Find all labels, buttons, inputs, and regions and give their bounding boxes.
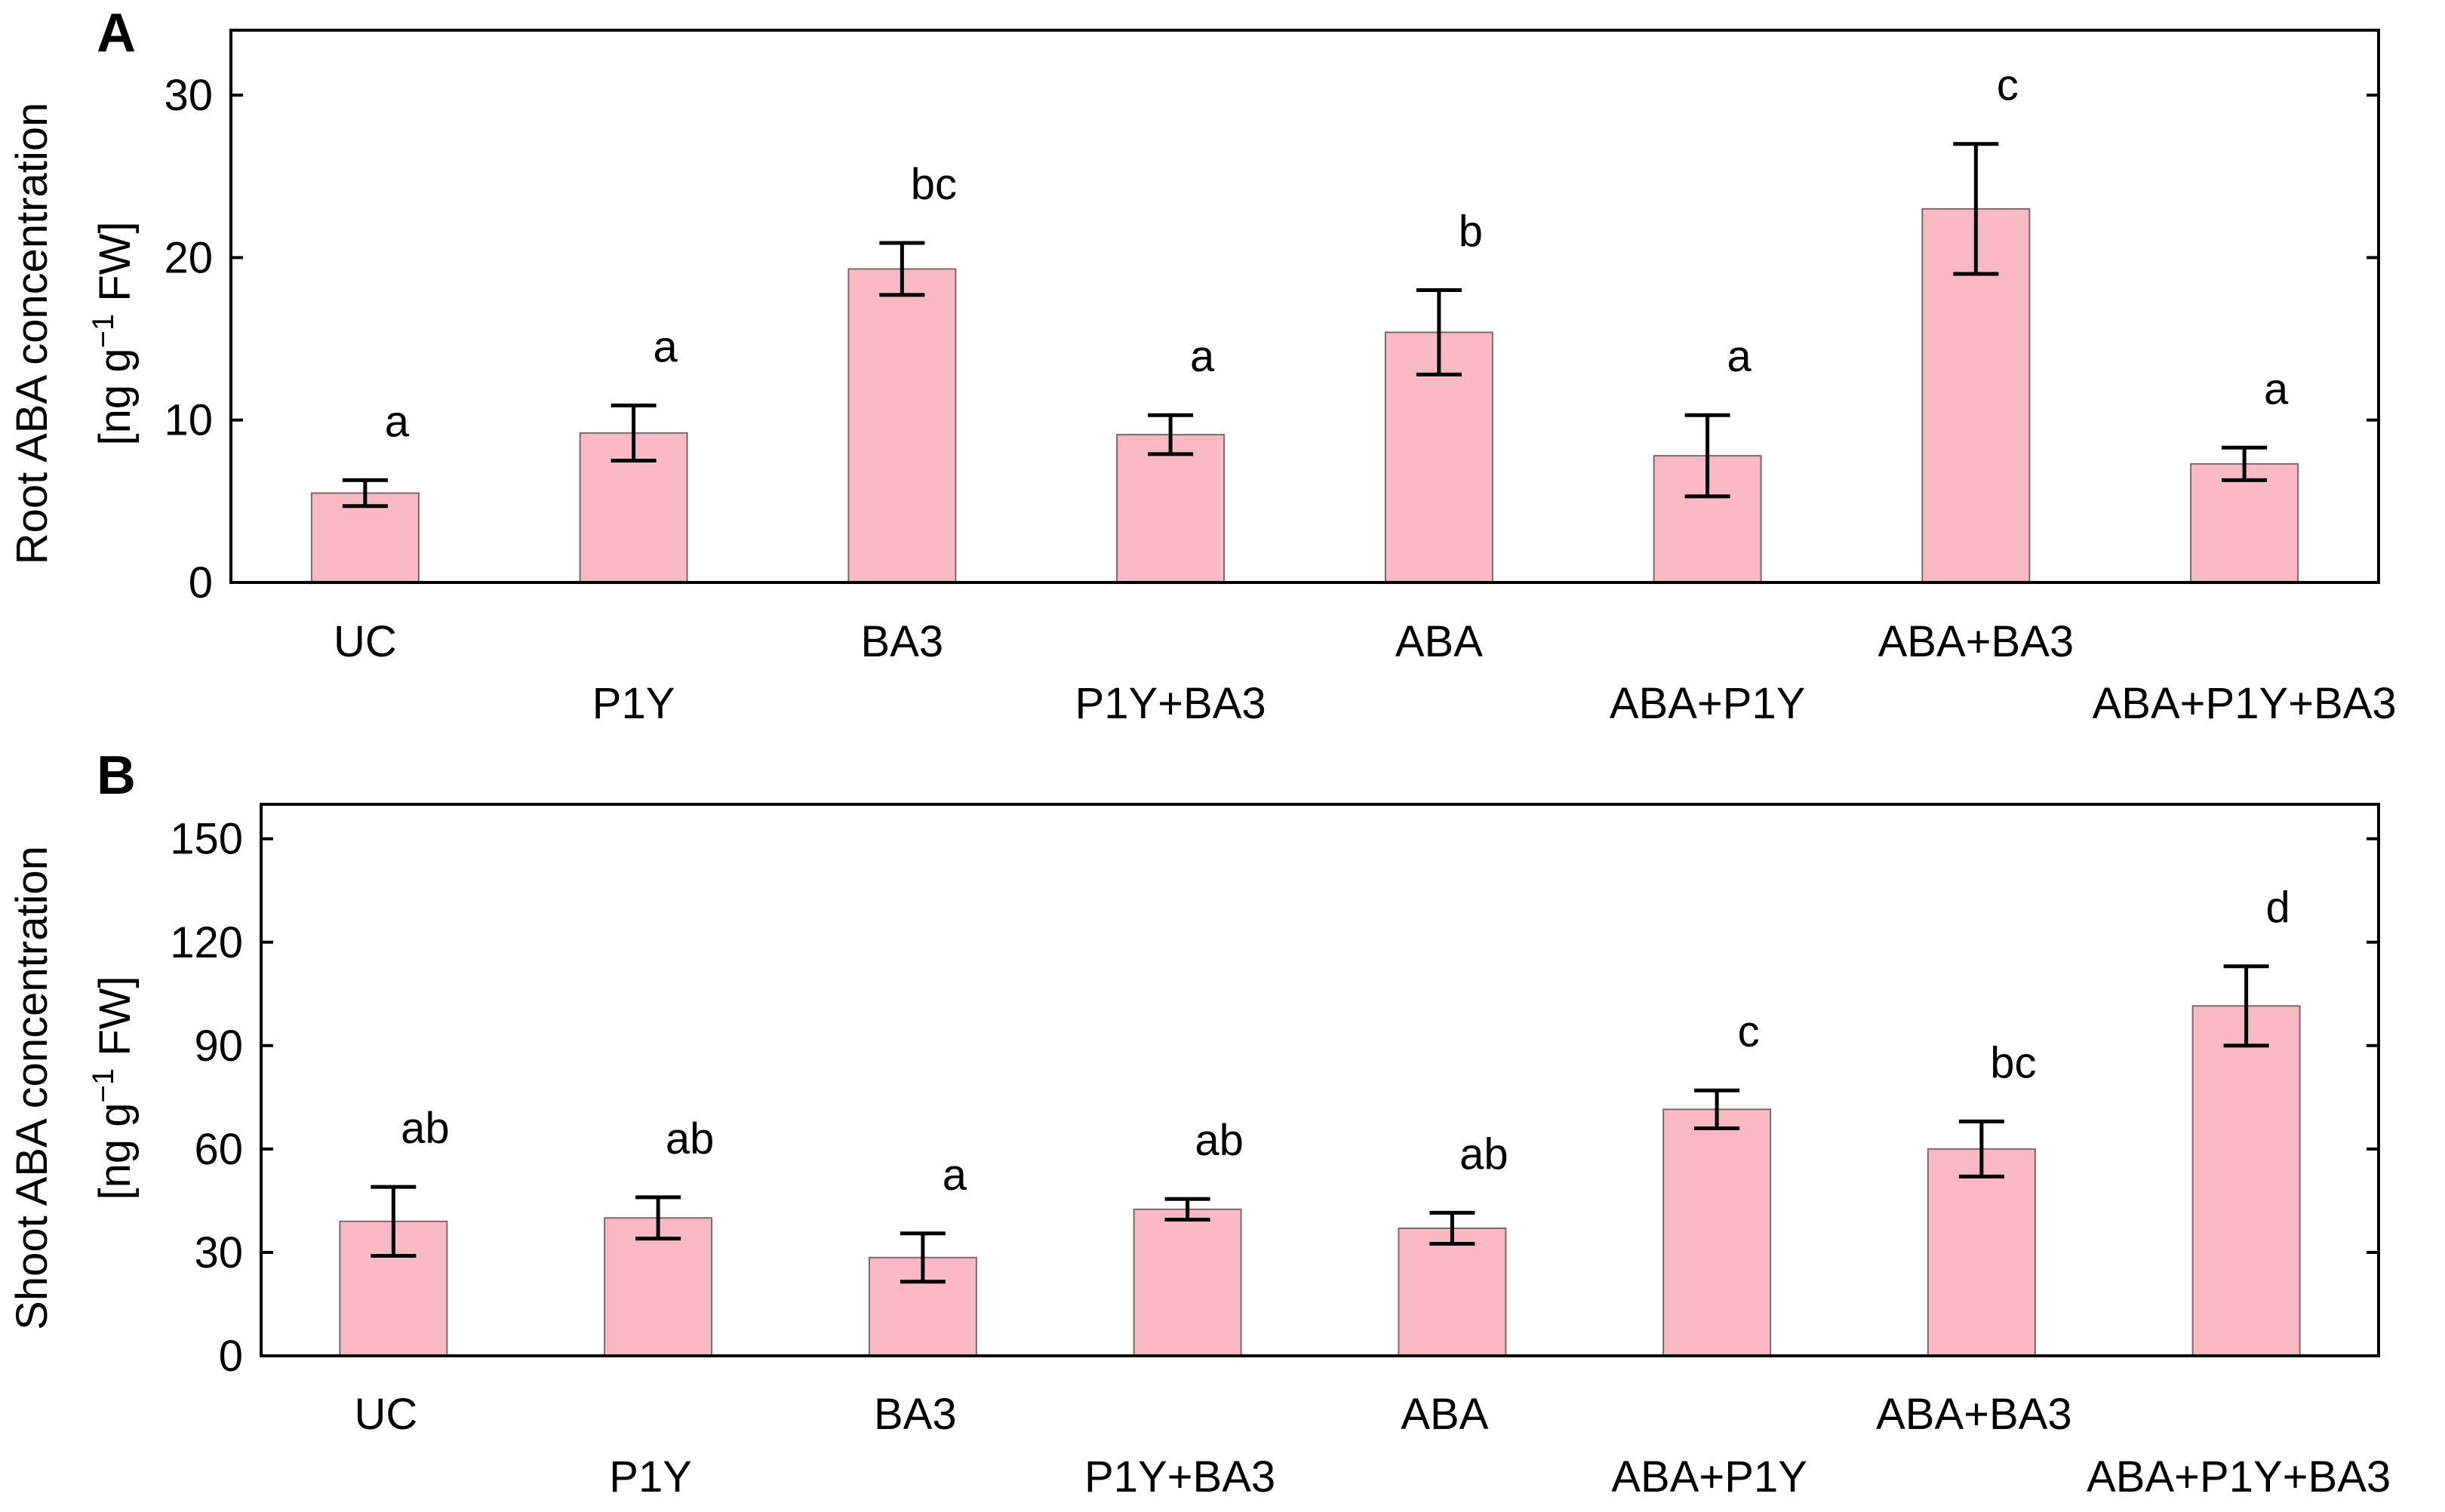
- y-axis-title-a: Root ABA concentration: [8, 103, 57, 565]
- error-bars-a: [342, 142, 2268, 509]
- error-bar-a: [1148, 413, 1194, 456]
- y-tick-label-b: 150: [170, 815, 243, 864]
- error-bar-a: [1953, 142, 1999, 276]
- error-bar-b: [2223, 964, 2269, 1048]
- significance-label-a: a: [653, 322, 678, 371]
- category-label-b: ABA+BA3: [1876, 1390, 2072, 1439]
- bar-a: [1653, 455, 1762, 584]
- significance-label-a: a: [385, 397, 410, 446]
- category-labels-a: UC P1Y BA3 P1Y+BA3 ABA ABA+P1Y ABA+BA3 ABA+P1Y+…: [334, 617, 2397, 728]
- error-bar-b: [1694, 1088, 1740, 1130]
- y-tick-label-b: 0: [219, 1332, 243, 1381]
- bar-b: [1927, 1148, 2036, 1357]
- error-bar-a: [1684, 413, 1730, 499]
- category-label-a: P1Y+BA3: [1075, 679, 1266, 728]
- significance-label-b: a: [943, 1151, 967, 1200]
- error-bar-a: [342, 478, 388, 509]
- error-bar-b: [1958, 1119, 2004, 1179]
- y-axis-title-b: Shoot ABA concentration: [8, 846, 57, 1330]
- y-ticks-b: 0 30 60 90 120 150: [170, 815, 2379, 1381]
- significance-label-b: ab: [666, 1114, 715, 1163]
- bar-b: [2191, 1005, 2301, 1357]
- y-axis-unit-b: [ng g−1 FW]: [87, 976, 140, 1200]
- y-ticks-a: 0 10 20 30: [164, 71, 2379, 607]
- bars-a: [310, 207, 2299, 584]
- category-label-a: ABA+BA3: [1878, 617, 2074, 666]
- error-bar-b: [1429, 1210, 1475, 1246]
- y-tick-label-b: 90: [194, 1022, 243, 1071]
- panel-letter-b: B: [97, 745, 136, 806]
- category-label-a: ABA+P1Y: [1610, 679, 1806, 728]
- significance-label-b: ab: [401, 1104, 450, 1153]
- significance-label-b: d: [2265, 884, 2290, 933]
- y-axis-unit-sup-b: −1: [87, 1068, 120, 1103]
- significance-labels-a: a a bc a b a c a: [385, 61, 2289, 447]
- significance-label-b: ab: [1459, 1129, 1509, 1179]
- error-bar-a: [2222, 445, 2268, 482]
- panel-letter-a: A: [97, 3, 136, 63]
- category-label-a: ABA: [1395, 617, 1483, 666]
- y-axis-unit-prefix-b: [ng g: [91, 1103, 140, 1200]
- category-label-b: ABA+P1Y: [1611, 1452, 1807, 1501]
- y-axis-unit-suffix-b: FW]: [91, 976, 140, 1068]
- significance-label-b: c: [1738, 1007, 1760, 1056]
- y-tick-label-b: 120: [170, 918, 243, 967]
- significance-label-a: a: [1190, 332, 1215, 381]
- category-label-b: P1Y+BA3: [1084, 1452, 1275, 1501]
- bar-a: [310, 492, 420, 584]
- bar-b: [1398, 1227, 1507, 1357]
- plot-frame-a: [229, 29, 2380, 584]
- error-bar-a: [879, 241, 925, 297]
- y-axis-unit-sup-a: −1: [87, 314, 120, 349]
- error-bar-b: [900, 1231, 946, 1284]
- significance-labels-b: ab ab a ab ab c bc d: [401, 884, 2290, 1200]
- category-label-b: BA3: [874, 1390, 957, 1439]
- y-tick-label-a: 0: [189, 558, 213, 607]
- bar-b: [1133, 1208, 1242, 1357]
- significance-label-a: a: [2264, 364, 2289, 413]
- y-axis-unit-a: [ng g−1 FW]: [87, 221, 140, 445]
- bar-b: [1662, 1108, 1772, 1357]
- significance-label-b: ab: [1195, 1116, 1244, 1165]
- panel-b: B Shoot ABA concentration [ng g−1 FW] 0 3…: [8, 745, 2391, 1501]
- error-bar-b: [1164, 1197, 1210, 1222]
- category-label-b: UC: [354, 1390, 417, 1439]
- y-axis-unit-prefix-a: [ng g: [91, 349, 140, 446]
- significance-label-a: c: [1997, 61, 2019, 110]
- category-label-b: ABA: [1401, 1390, 1488, 1439]
- error-bar-a: [610, 403, 657, 463]
- error-bars-b: [371, 964, 2269, 1284]
- y-tick-label-a: 10: [164, 396, 213, 445]
- y-tick-label-b: 30: [194, 1228, 243, 1277]
- significance-label-a: bc: [911, 160, 957, 209]
- error-bar-a: [1416, 287, 1462, 376]
- significance-label-a: b: [1459, 207, 1483, 256]
- plot-frame-b: [260, 803, 2380, 1357]
- error-bar-b: [635, 1195, 681, 1241]
- y-tick-label-a: 30: [164, 71, 213, 120]
- category-label-a: BA3: [861, 617, 944, 666]
- bar-b: [604, 1217, 713, 1357]
- error-bar-b: [371, 1185, 417, 1258]
- category-label-a: UC: [334, 617, 397, 666]
- significance-label-b: bc: [1990, 1038, 2036, 1087]
- bar-a: [1116, 434, 1226, 583]
- y-tick-label-b: 60: [194, 1125, 243, 1174]
- y-axis-unit-suffix-a: FW]: [91, 221, 140, 313]
- category-label-a: ABA+P1Y+BA3: [2093, 679, 2397, 728]
- panel-a: A Root ABA concentration [ng g−1 FW] 0 10…: [8, 3, 2397, 728]
- bar-a: [847, 268, 957, 583]
- y-tick-label-a: 20: [164, 233, 213, 282]
- category-label-b: ABA+P1Y+BA3: [2087, 1452, 2391, 1501]
- category-label-b: P1Y: [609, 1452, 692, 1501]
- significance-label-a: a: [1727, 332, 1751, 381]
- category-label-a: P1Y: [592, 679, 675, 728]
- category-labels-b: UC P1Y BA3 P1Y+BA3 ABA ABA+P1Y ABA+BA3 ABA+P1Y+…: [354, 1390, 2391, 1501]
